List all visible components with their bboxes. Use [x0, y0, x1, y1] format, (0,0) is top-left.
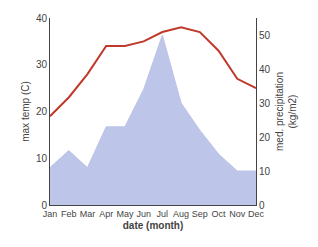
svg-text:20: 20 — [259, 132, 271, 143]
svg-text:Jan: Jan — [43, 209, 58, 219]
svg-text:max temp (C): max temp (C) — [20, 81, 31, 142]
svg-text:Nov: Nov — [229, 209, 246, 219]
svg-text:Sep: Sep — [192, 209, 208, 219]
svg-text:date (month): date (month) — [123, 220, 184, 231]
svg-text:Mar: Mar — [80, 209, 96, 219]
svg-text:0: 0 — [259, 200, 265, 211]
svg-text:Apr: Apr — [99, 209, 113, 219]
svg-text:30: 30 — [36, 59, 48, 70]
svg-text:May: May — [116, 209, 134, 219]
svg-text:50: 50 — [259, 30, 271, 41]
svg-text:Oct: Oct — [212, 209, 227, 219]
svg-text:0: 0 — [41, 200, 47, 211]
svg-text:10: 10 — [36, 153, 48, 164]
svg-text:30: 30 — [259, 98, 271, 109]
svg-text:10: 10 — [259, 166, 271, 177]
svg-text:Jun: Jun — [136, 209, 151, 219]
svg-text:20: 20 — [36, 106, 48, 117]
svg-text:Jul: Jul — [157, 209, 169, 219]
svg-text:Dec: Dec — [248, 209, 265, 219]
svg-text:Aug: Aug — [173, 209, 189, 219]
svg-text:40: 40 — [259, 64, 271, 75]
svg-text:Feb: Feb — [61, 209, 77, 219]
svg-text:med. precipitation(kg/m2): med. precipitation(kg/m2) — [274, 72, 298, 151]
svg-text:40: 40 — [36, 13, 48, 24]
